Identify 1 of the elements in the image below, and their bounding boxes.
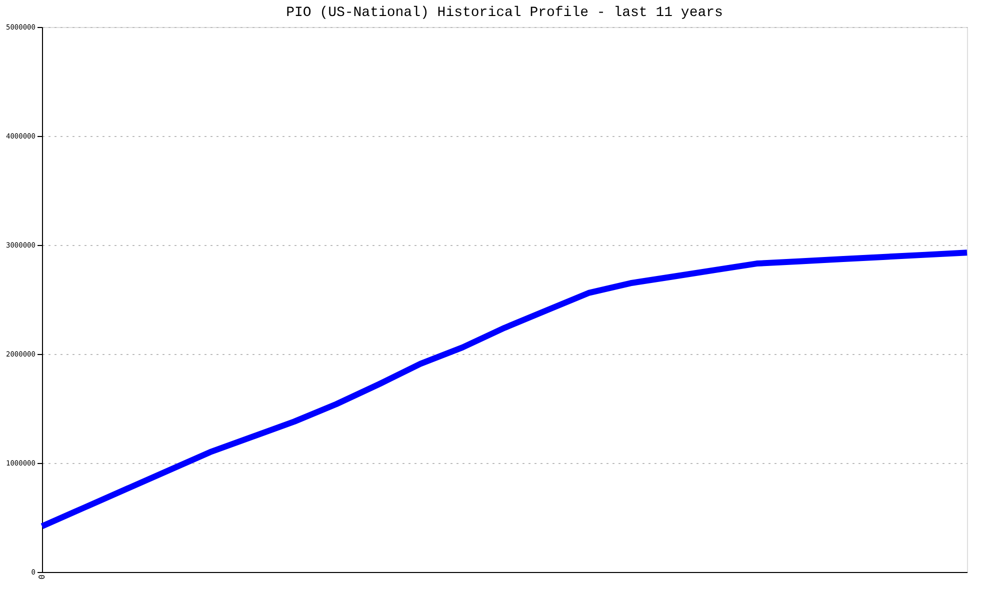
chart-title: PIO (US-National) Historical Profile - last 11 years (286, 5, 723, 21)
